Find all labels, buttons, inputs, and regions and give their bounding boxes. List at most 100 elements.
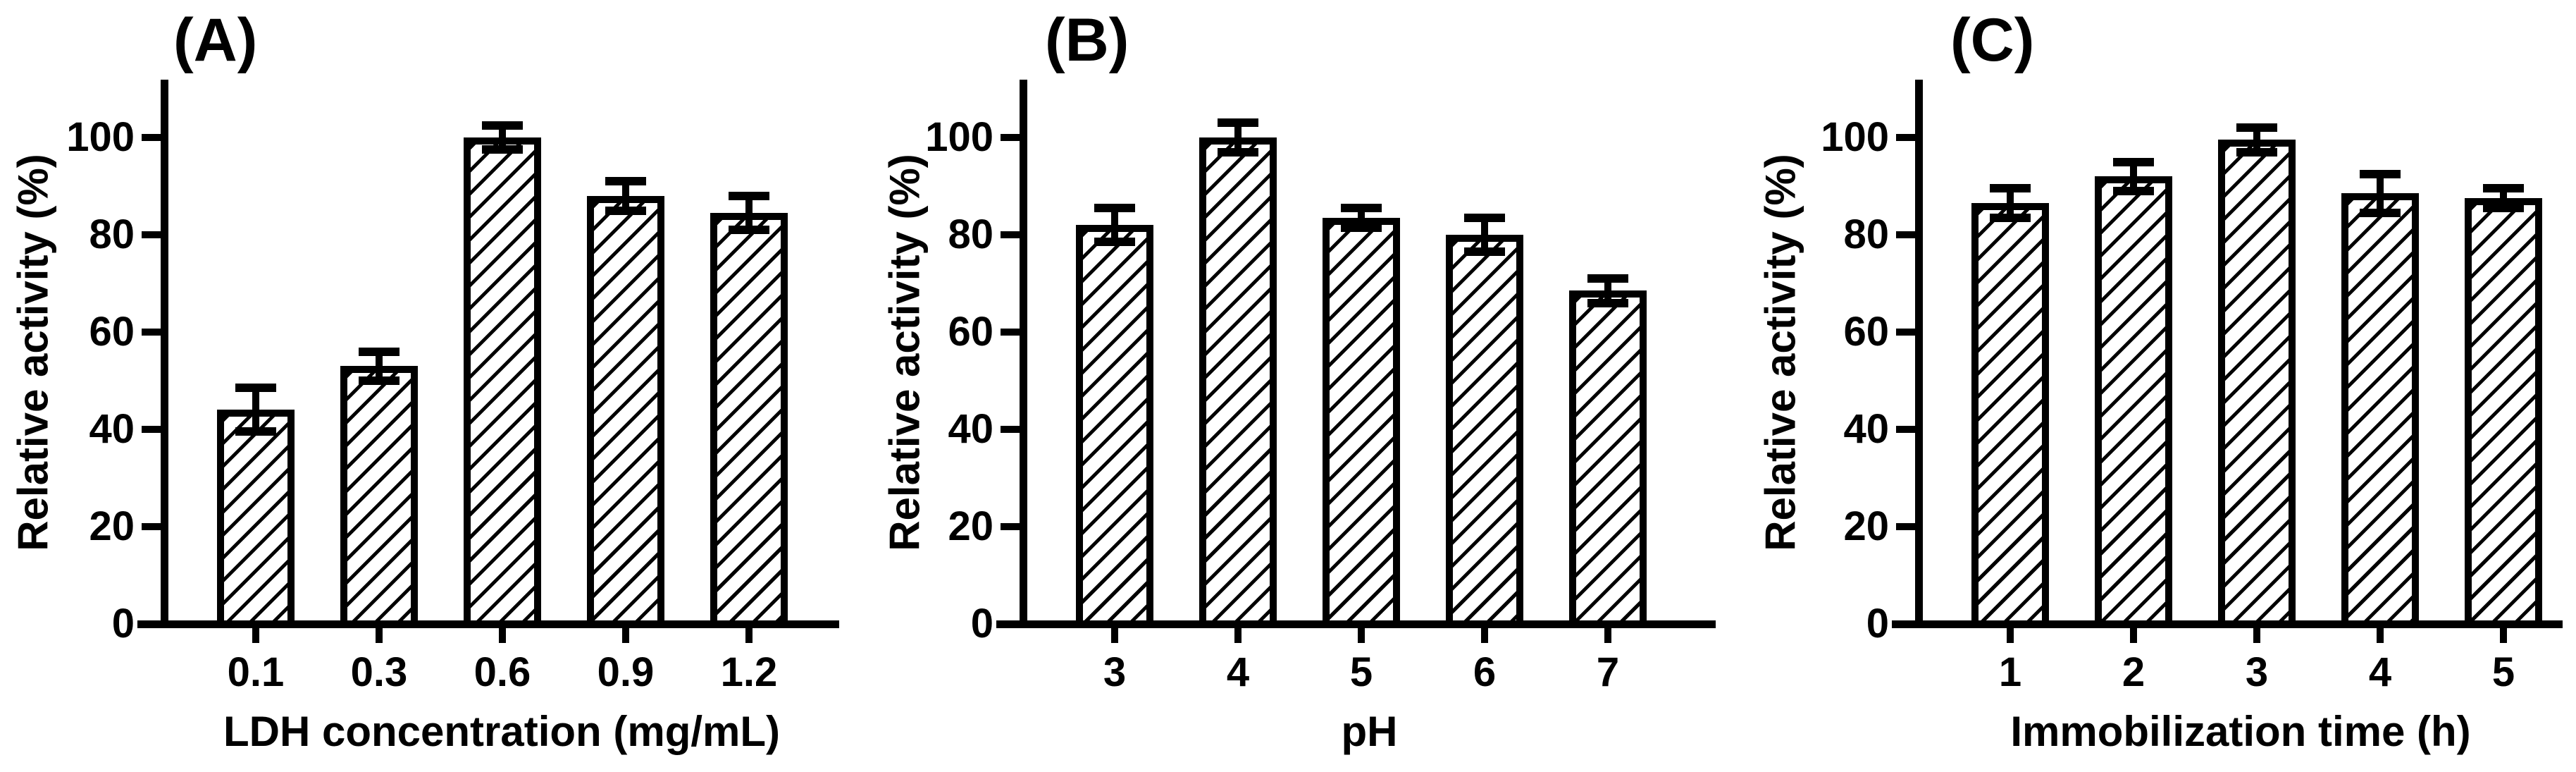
y-tick-mark: [1001, 231, 1020, 238]
bar-4: [1199, 137, 1277, 627]
y-tick-label: 20: [89, 503, 135, 549]
y-tick-mark: [1896, 329, 1915, 336]
y-tick-mark: [1001, 523, 1020, 530]
error-bar-cap-top-4: [1218, 118, 1258, 128]
x-tick-mark: [499, 624, 506, 643]
y-tick-mark: [1896, 231, 1915, 238]
y-tick-label: 0: [1866, 601, 1889, 647]
error-bar-cap-bottom-6: [1464, 247, 1505, 257]
x-tick-label: 7: [1596, 649, 1620, 695]
error-bar-stem-0.9: [622, 181, 629, 211]
error-bar-cap-bottom-0.6: [482, 145, 523, 154]
bar-3: [2218, 140, 2296, 627]
error-bar-stem-1.2: [745, 195, 753, 231]
bar-0.6: [464, 137, 541, 627]
x-tick-label: 4: [2368, 649, 2392, 695]
x-tick-mark: [1111, 624, 1118, 643]
error-bar-cap-bottom-5: [2483, 204, 2524, 213]
x-tick-mark: [1358, 624, 1365, 643]
bar-0.9: [587, 195, 664, 627]
x-tick-mark: [2007, 624, 2014, 643]
y-tick-label: 100: [925, 114, 993, 160]
panel-b-label: (B): [1045, 6, 1129, 74]
y-tick-label: 60: [89, 309, 135, 355]
bar-1.2: [710, 212, 788, 627]
y-tick-mark: [1001, 329, 1020, 336]
x-tick-label: 0.1: [227, 649, 285, 695]
y-tick-mark: [142, 426, 161, 433]
error-bar-cap-top-0.6: [482, 121, 523, 130]
x-tick-label: 6: [1473, 649, 1497, 695]
y-tick-mark: [1001, 134, 1020, 141]
y-tick-mark: [1896, 620, 1915, 627]
y-tick-mark: [142, 231, 161, 238]
y-tick-label: 20: [948, 503, 993, 549]
panel-b: (B) Relative activity (%) pH 0 20 40 60 80 10…: [859, 0, 1717, 772]
error-bar-cap-top-2: [2113, 157, 2154, 166]
bar-7: [1569, 290, 1647, 627]
error-bar-stem-3: [1111, 208, 1118, 243]
error-bar-stem-0.6: [499, 125, 506, 150]
error-bar-cap-top-4: [2360, 169, 2401, 178]
error-bar-cap-top-1: [1990, 184, 2031, 193]
x-tick-mark: [1604, 624, 1611, 643]
error-bar-cap-top-6: [1464, 213, 1505, 222]
bar-0.1: [217, 410, 295, 627]
x-tick-label: 0.9: [597, 649, 655, 695]
x-tick-mark: [252, 624, 259, 643]
x-tick-mark: [1234, 624, 1241, 643]
y-tick-label: 60: [1843, 309, 1889, 355]
error-bar-cap-bottom-3: [1094, 238, 1135, 247]
y-tick-mark: [1896, 426, 1915, 433]
x-tick-mark: [2500, 624, 2507, 643]
bar-3: [1076, 225, 1153, 627]
x-tick-mark: [2377, 624, 2384, 643]
panel-b-x-axis-title: pH: [1341, 708, 1398, 755]
y-tick-mark: [142, 523, 161, 530]
panel-a-x-axis-title: LDH concentration (mg/mL): [223, 708, 780, 755]
error-bar-cap-bottom-0.1: [235, 427, 276, 436]
panel-a: (A) Relative activity (%) LDH concentrat…: [0, 0, 858, 772]
panel-a-label: (A): [173, 6, 258, 74]
error-bar-stem-2: [2130, 161, 2137, 191]
y-tick-label: 0: [111, 601, 135, 647]
error-bar-stem-5: [2500, 188, 2507, 209]
x-tick-label: 0.6: [473, 649, 531, 695]
error-bar-stem-4: [2377, 173, 2384, 213]
error-bar-cap-top-3: [1094, 204, 1135, 213]
error-bar-cap-top-3: [2236, 123, 2277, 133]
bar-5: [2465, 198, 2542, 627]
y-tick-label: 100: [66, 114, 135, 160]
error-bar-stem-1: [2007, 188, 2014, 218]
error-bar-cap-bottom-2: [2113, 186, 2154, 195]
error-bar-cap-top-5: [1341, 204, 1382, 213]
x-tick-mark: [622, 624, 629, 643]
error-bar-stem-3: [2253, 128, 2260, 152]
y-tick-mark: [142, 134, 161, 141]
y-tick-label: 80: [89, 212, 135, 257]
error-bar-stem-6: [1481, 217, 1488, 252]
error-bar-cap-top-0.3: [359, 347, 400, 356]
y-tick-label: 0: [970, 601, 993, 647]
bar-1: [1971, 203, 2049, 627]
error-bar-stem-5: [1358, 208, 1365, 228]
error-bar-cap-top-5: [2483, 184, 2524, 193]
y-tick-mark: [142, 620, 161, 627]
error-bar-cap-bottom-3: [2236, 147, 2277, 157]
error-bar-stem-7: [1604, 278, 1611, 303]
y-tick-label: 40: [948, 406, 993, 452]
y-tick-label: 100: [1821, 114, 1889, 160]
y-tick-label: 20: [1843, 503, 1889, 549]
x-tick-label: 0.3: [350, 649, 408, 695]
error-bar-cap-bottom-0.3: [359, 376, 400, 385]
panel-c: (C) Relative activity (%) Immobilization…: [1718, 0, 2576, 772]
y-tick-mark: [1896, 523, 1915, 530]
bar-4: [2341, 193, 2419, 627]
y-tick-mark: [1001, 620, 1020, 627]
y-axis-line: [1020, 80, 1027, 627]
error-bar-cap-top-0.1: [235, 384, 276, 393]
x-tick-mark: [2130, 624, 2137, 643]
y-tick-label: 60: [948, 309, 993, 355]
x-tick-label: 1: [1998, 649, 2022, 695]
